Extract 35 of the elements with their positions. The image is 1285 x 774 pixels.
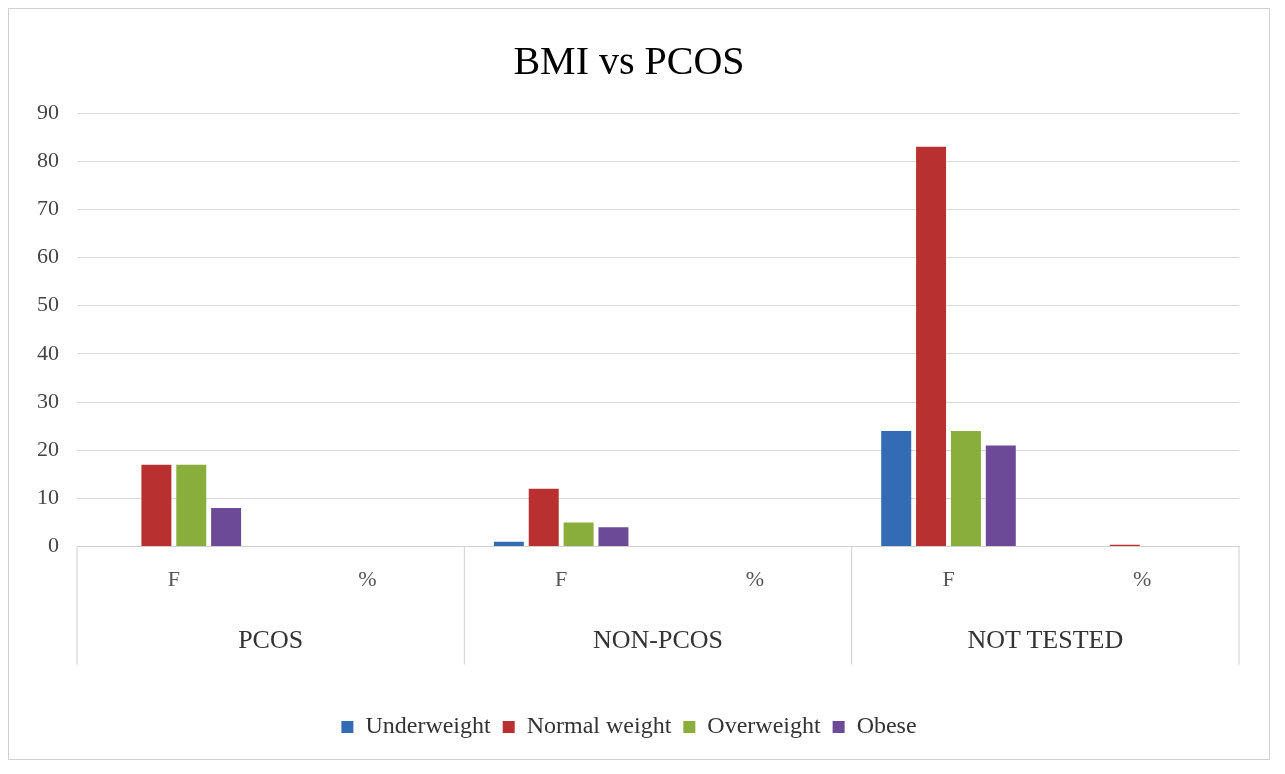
- bar: [916, 146, 947, 547]
- legend-label: Normal weight: [526, 712, 672, 739]
- y-tick-label: 50: [37, 291, 59, 317]
- y-tick-label: 0: [48, 532, 59, 558]
- y-tick-label: 80: [37, 146, 59, 172]
- x-tick-label: F: [167, 565, 180, 591]
- legend-label: Overweight: [707, 712, 821, 739]
- y-tick-label: 90: [37, 98, 59, 124]
- bar: [528, 488, 559, 547]
- bar: [985, 445, 1016, 547]
- x-tick-label: %: [745, 565, 764, 591]
- x-tick-label: F: [942, 565, 955, 591]
- x-tick-label: %: [358, 565, 377, 591]
- bar: [211, 508, 242, 547]
- y-tick-label: 30: [37, 387, 59, 413]
- text: PCOS: [238, 625, 304, 655]
- bar: [176, 464, 207, 547]
- x-tick-label: %: [1133, 565, 1152, 591]
- y-tick-label: 60: [37, 243, 59, 269]
- bar: [881, 430, 912, 547]
- text: NOT TESTED: [967, 625, 1124, 655]
- y-tick-label: 70: [37, 195, 59, 221]
- bar: [493, 541, 524, 547]
- y-tick-label: 40: [37, 339, 59, 365]
- y-tick-label: 20: [37, 436, 59, 462]
- bar: [141, 464, 172, 547]
- x-tick-label: F: [555, 565, 568, 591]
- bar: [563, 522, 594, 547]
- legend-label: Underweight: [365, 712, 492, 739]
- y-tick-label: 10: [37, 484, 59, 510]
- bar: [598, 527, 629, 547]
- chart-title: BMI vs PCOS: [513, 37, 745, 83]
- bar: [950, 430, 981, 547]
- legend-label: Obese: [856, 712, 917, 739]
- text: NON-PCOS: [592, 625, 724, 655]
